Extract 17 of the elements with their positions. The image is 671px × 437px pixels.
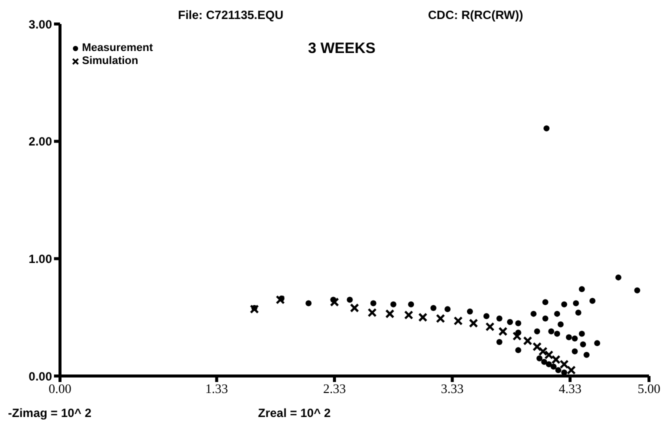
x-tick-label: 4.33 [558,381,582,396]
chart-subtitle: CDC: R(RC(RW)) [428,8,524,22]
x-tick-label: 5.00 [638,381,660,396]
x-tick-label: 2.33 [323,381,346,396]
x-tick-label: 1.33 [205,381,228,396]
y-axis-title: -Zimag = 10^ 2 [8,406,92,420]
y-tick-label: 1.00 [28,252,52,266]
annotation: 3 WEEKS [308,40,376,57]
legend-label: Measurement [82,42,153,55]
chart-title: File: C721135.EQU [178,8,284,22]
x-tick-label: 3.33 [440,381,464,396]
x-tick-label: 0.00 [48,381,72,396]
x-axis-title: Zreal = 10^ 2 [258,406,331,420]
legend-label: Simulation [82,55,138,68]
y-tick-label: 2.00 [28,134,52,149]
y-tick-label: 3.00 [28,17,52,32]
y-tick-label: 0.00 [28,369,52,384]
